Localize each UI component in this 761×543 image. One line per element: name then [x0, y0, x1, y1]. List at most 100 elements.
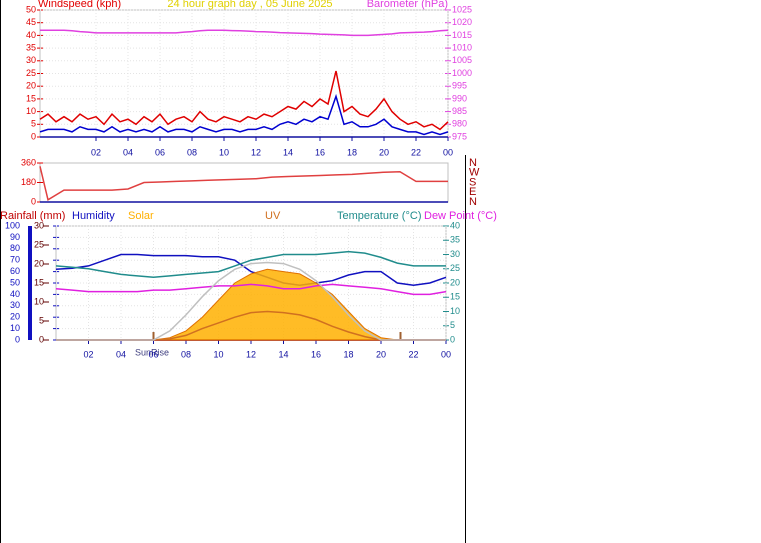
x-tick-label: 22	[411, 147, 421, 157]
y-tick-label: 5	[31, 119, 36, 129]
y2-tick-label: 0	[450, 334, 455, 344]
y-tick-label: 50	[10, 277, 20, 287]
x-tick-label: 20	[376, 349, 386, 359]
y3-tick-label: 10	[34, 296, 44, 306]
series-line	[39, 70, 449, 131]
x-tick-label: 12	[246, 349, 256, 359]
y2-tick-label: 980	[452, 119, 467, 129]
y-tick-label: 40	[26, 30, 36, 40]
rain-axis-bar	[28, 226, 32, 340]
y-tick-label: 10	[10, 323, 20, 333]
chart-title: 24 hour graph day , 05 June 2025	[167, 0, 332, 10]
x-tick-label: 16	[315, 147, 325, 157]
y2-tick-label: 1010	[452, 42, 472, 52]
y3-tick-label: 25	[34, 239, 44, 249]
legend-label: Solar	[128, 210, 154, 222]
x-tick-label: 06	[148, 349, 158, 359]
x-tick-label: 00	[441, 349, 451, 359]
y2-label: Barometer (hPa)	[367, 0, 448, 10]
x-tick-label: 16	[311, 349, 321, 359]
x-tick-label: 02	[91, 147, 101, 157]
y3-tick-label: 30	[34, 220, 44, 230]
y2-tick-label: 30	[450, 249, 460, 259]
y2-tick-label: 10	[450, 306, 460, 316]
y2-tick-label: 985	[452, 106, 467, 116]
y-tick-label: 20	[26, 81, 36, 91]
x-tick-label: 08	[187, 147, 197, 157]
y-tick-label: 70	[10, 255, 20, 265]
y2-tick-label: 1015	[452, 30, 472, 40]
y2-tick-label: 1005	[452, 55, 472, 65]
legend-label: Dew Point (°C)	[424, 210, 497, 222]
y-tick-label: 0	[31, 131, 36, 141]
y-tick-label: 30	[10, 300, 20, 310]
x-tick-label: 04	[116, 349, 126, 359]
y-tick-label: 30	[26, 55, 36, 65]
y2-tick-label: 995	[452, 81, 467, 91]
x-tick-label: 18	[347, 147, 357, 157]
y3-tick-label: 5	[39, 315, 44, 325]
y2-tick-label: 15	[450, 292, 460, 302]
compass-label: N	[469, 196, 477, 208]
y-tick-label: 25	[26, 68, 36, 78]
x-tick-label: 14	[283, 147, 293, 157]
y-tick-label: 80	[10, 243, 20, 253]
y2-tick-label: 25	[450, 263, 460, 273]
x-tick-label: 18	[343, 349, 353, 359]
y-tick-label: 40	[10, 289, 20, 299]
legend-label: UV	[265, 210, 281, 222]
y2-tick-label: 20	[450, 277, 460, 287]
x-tick-label: 00	[443, 147, 453, 157]
y3-tick-label: 15	[34, 277, 44, 287]
y-tick-label: 0	[15, 334, 20, 344]
y2-tick-label: 990	[452, 93, 467, 103]
y-tick-label: 180	[21, 177, 36, 187]
compass-label: W	[469, 167, 480, 179]
x-tick-label: 06	[155, 147, 165, 157]
x-tick-label: 02	[83, 349, 93, 359]
y-tick-label: 10	[26, 106, 36, 116]
y-tick-label: 50	[26, 4, 36, 14]
y2-tick-label: 1000	[452, 68, 472, 78]
x-tick-label: 12	[251, 147, 261, 157]
x-tick-label: 20	[379, 147, 389, 157]
series-line	[39, 166, 448, 201]
y-label: Windspeed (kph)	[38, 0, 121, 10]
compass-label: N	[469, 157, 477, 169]
x-tick-label: 10	[213, 349, 223, 359]
x-tick-label: 10	[219, 147, 229, 157]
series-line	[40, 29, 449, 37]
x-tick-label: 14	[278, 349, 288, 359]
legend-label: Temperature (°C)	[337, 210, 421, 222]
series-line	[55, 253, 447, 287]
y3-tick-label: 0	[39, 334, 44, 344]
series-line	[39, 93, 449, 136]
y2-tick-label: 5	[450, 320, 455, 330]
y2-tick-label: 35	[450, 235, 460, 245]
y-tick-label: 360	[21, 157, 36, 167]
legend-label: Humidity	[72, 210, 115, 222]
series-line	[56, 261, 446, 341]
y2-tick-label: 1020	[452, 17, 472, 27]
y2-tick-label: 40	[450, 220, 460, 230]
compass-label: S	[469, 176, 476, 188]
y-tick-label: 60	[10, 266, 20, 276]
y2-tick-label: 975	[452, 131, 467, 141]
y-tick-label: 100	[5, 220, 20, 230]
series-line	[55, 250, 446, 279]
sunrise-label: SunRise	[135, 347, 169, 357]
x-tick-label: 04	[123, 147, 133, 157]
series-line	[55, 283, 447, 296]
y-tick-label: 20	[10, 312, 20, 322]
x-tick-label: 08	[181, 349, 191, 359]
y-tick-label: 90	[10, 232, 20, 242]
y-tick-label: 15	[26, 93, 36, 103]
y3-tick-label: 20	[34, 258, 44, 268]
legend-label: Rainfall (mm)	[0, 210, 65, 222]
compass-label: E	[469, 186, 476, 198]
y2-tick-label: 1025	[452, 4, 472, 14]
y-tick-label: 35	[26, 42, 36, 52]
y-tick-label: 45	[26, 17, 36, 27]
plot-frame	[39, 162, 449, 203]
